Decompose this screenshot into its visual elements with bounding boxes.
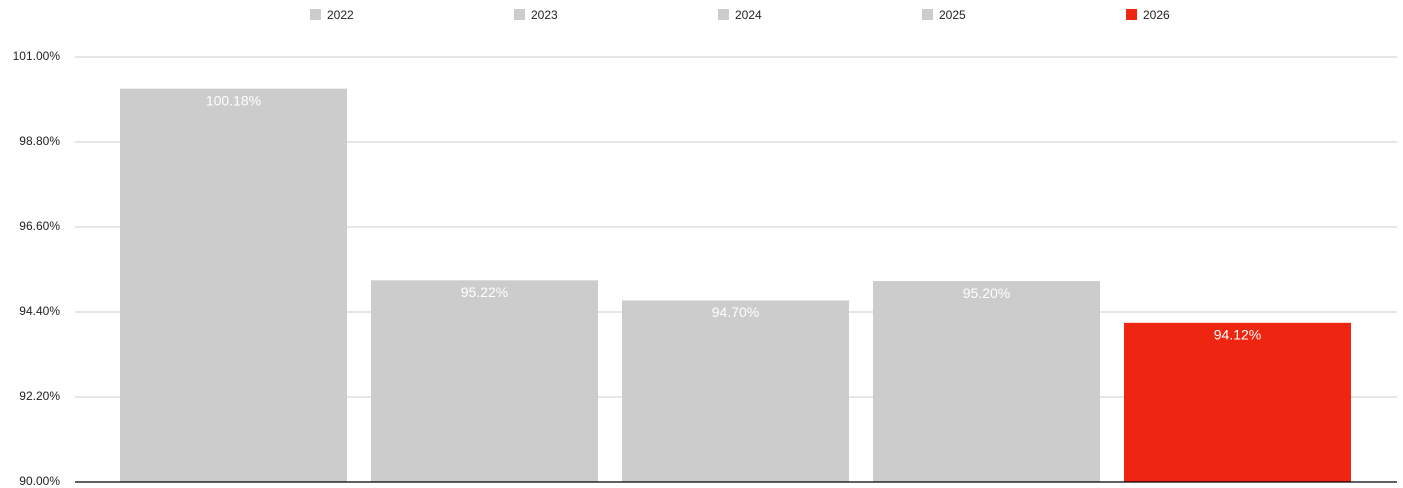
legend-label: 2026 [1143,8,1170,22]
y-tick-label: 101.00% [13,49,61,63]
bar [371,280,598,482]
value-label: 95.22% [461,284,508,300]
value-label: 100.18% [206,92,261,108]
y-tick-label: 90.00% [19,474,60,488]
legend-label: 2022 [327,8,354,22]
y-tick-label: 94.40% [19,304,60,318]
legend-label: 2023 [531,8,558,22]
legend-swatch [514,9,525,20]
legend-swatch [922,9,933,20]
bar [120,88,347,482]
bar [1124,322,1351,482]
legend-swatch [310,9,321,20]
legend-label: 2025 [939,8,966,22]
y-tick-label: 92.20% [19,389,60,403]
value-label: 95.20% [963,285,1010,301]
value-label: 94.70% [712,304,759,320]
value-label: 94.12% [1214,327,1261,343]
y-tick-label: 98.80% [19,134,60,148]
legend-swatch [718,9,729,20]
legend-label: 2024 [735,8,762,22]
legend-swatch [1126,9,1137,20]
bar [622,300,849,482]
y-tick-label: 96.60% [19,219,60,233]
bar [873,281,1100,482]
